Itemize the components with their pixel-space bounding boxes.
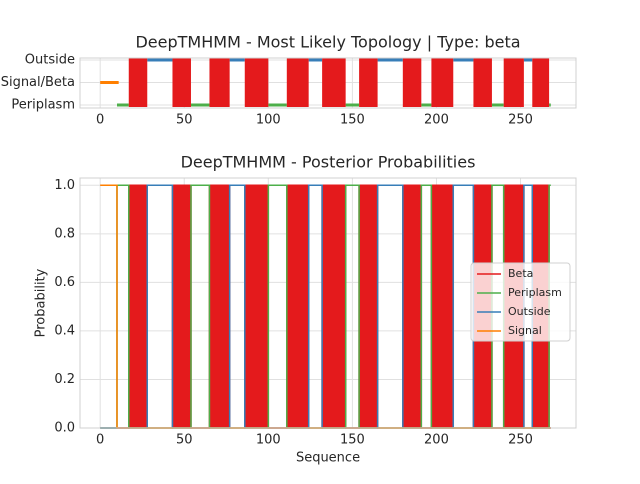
y-tick-label: Periplasm xyxy=(11,98,75,113)
legend-box xyxy=(470,262,571,342)
plot-frame xyxy=(79,177,577,429)
x-tick-label: 0 xyxy=(96,113,104,128)
x-tick-label: 150 xyxy=(340,433,365,448)
x-tick-label: 50 xyxy=(176,433,193,448)
y-tick-label: 0.4 xyxy=(54,323,75,338)
x-tick-label: 250 xyxy=(508,433,533,448)
y-tick-label: 1.0 xyxy=(54,178,75,193)
y-tick-label: 0.6 xyxy=(54,275,75,290)
x-tick-label: 200 xyxy=(424,113,449,128)
legend-label: Beta xyxy=(508,267,533,280)
y-tick-label: Outside xyxy=(25,53,75,68)
plot-frame xyxy=(79,57,577,109)
x-tick-label: 0 xyxy=(96,433,104,448)
y-tick-label: 0.0 xyxy=(54,421,75,436)
x-tick-label: 200 xyxy=(424,433,449,448)
segment-block xyxy=(503,58,524,107)
segment-block xyxy=(128,58,148,107)
x-tick-label: 50 xyxy=(176,113,193,128)
segment-block xyxy=(473,58,492,107)
x-tick-label: 100 xyxy=(256,113,281,128)
x-tick-label: 150 xyxy=(340,113,365,128)
segment-block xyxy=(532,58,550,107)
segment-block xyxy=(172,58,191,107)
segment-block xyxy=(322,58,346,107)
chart-title: DeepTMHMM - Posterior Probabilities xyxy=(181,153,476,172)
segment-block xyxy=(209,58,230,107)
legend-label: Periplasm xyxy=(508,286,562,299)
segment-block xyxy=(402,58,422,107)
segment-block xyxy=(244,58,269,107)
y-axis-label: Probability xyxy=(34,268,49,337)
y-tick-label: Signal/Beta xyxy=(1,75,75,90)
x-axis-label: Sequence xyxy=(296,451,360,466)
segment-block xyxy=(431,58,454,107)
legend-label: Outside xyxy=(508,305,551,318)
y-tick-label: 0.2 xyxy=(54,372,75,387)
area xyxy=(100,185,551,428)
x-tick-label: 100 xyxy=(256,433,281,448)
chart-title: DeepTMHMM - Most Likely Topology | Type:… xyxy=(135,33,520,52)
segment-block xyxy=(359,58,378,107)
y-tick-label: 0.8 xyxy=(54,226,75,241)
x-tick-label: 250 xyxy=(508,113,533,128)
legend: Beta Periplasm Outside Signal xyxy=(470,262,571,342)
segment-block xyxy=(286,58,309,107)
legend-label: Signal xyxy=(508,324,542,337)
